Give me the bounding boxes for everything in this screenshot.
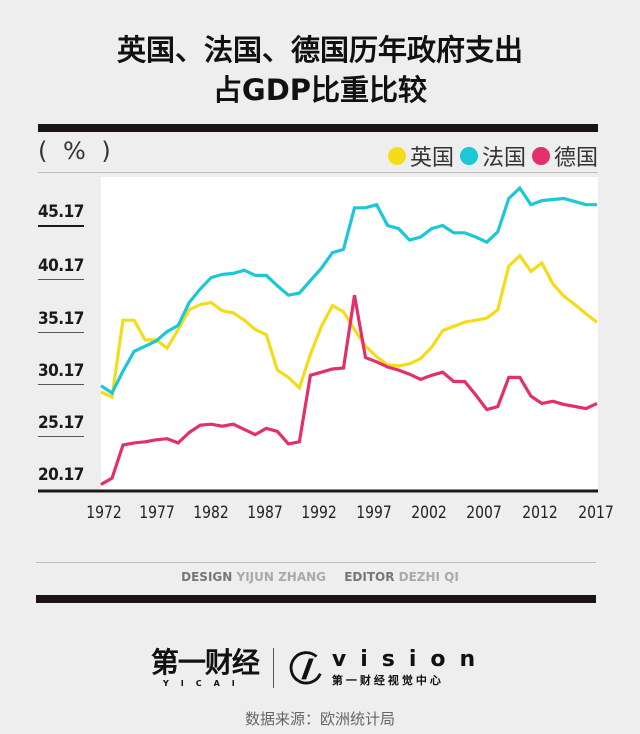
chart-title-line1: 英国、法国、德国历年政府支出 (116, 33, 523, 67)
logo-separator (272, 648, 274, 688)
legend-item-france: 法国 (459, 140, 526, 172)
x-tick-label: 1997 (356, 503, 392, 523)
yicai-logo: 第一财经 YICAI (150, 646, 260, 689)
y-tick-label: 30.17 (38, 361, 84, 385)
yicai-logo-cn: 第一财经 (150, 646, 260, 679)
y-tick-label: 35.17 (38, 309, 84, 333)
top-divider (38, 124, 598, 132)
x-tick-label: 1992 (301, 503, 337, 523)
chart-legend: 英国 法国 德国 (382, 140, 598, 172)
data-source: 数据来源：欧洲统计局 (244, 710, 395, 728)
vision-logo-en: vision (331, 647, 490, 672)
yicai-logo-en: YICAI (162, 679, 247, 688)
legend-dot-icon-france (459, 147, 478, 165)
footer-logos: 第一财经 YICAI vision 第一财经视觉中心 (0, 648, 640, 688)
legend-item-germany: 德国 (531, 140, 598, 172)
x-tick-label: 2012 (522, 503, 558, 523)
legend-label-uk: 英国 (409, 146, 454, 171)
vision-mark-icon (289, 651, 322, 685)
x-tick-label: 2002 (411, 503, 447, 523)
legend-label-germany: 德国 (553, 146, 598, 171)
y-axis-unit-label: ( % ) (38, 137, 115, 165)
x-tick-label: 1977 (139, 503, 175, 523)
legend-dot-icon-germany (531, 147, 550, 165)
credits: DESIGN YIJUN ZHANG EDITOR DEZHI QI (0, 570, 640, 584)
x-tick-label: 1987 (247, 503, 283, 523)
design-value: YIJUN ZHANG (236, 570, 327, 584)
vision-logo-cn: 第一财经视觉中心 (331, 674, 444, 687)
x-tick-label: 1972 (86, 503, 122, 523)
chart-title: 英国、法国、德国历年政府支出 占GDP比重比较 (0, 30, 640, 110)
y-tick-label: 25.17 (38, 413, 84, 437)
x-tick-label: 1982 (193, 503, 229, 523)
y-tick-label: 45.17 (38, 202, 84, 227)
vision-logo: vision 第一财经视觉中心 (288, 648, 489, 688)
legend-divider (38, 172, 598, 173)
legend-dot-icon-uk (387, 147, 406, 165)
y-tick-label: 40.17 (38, 256, 84, 280)
design-key: DESIGN (181, 570, 233, 584)
editor-value: DEZHI QI (398, 570, 459, 584)
series-lines (100, 185, 598, 486)
x-tick-label: 2017 (578, 503, 614, 523)
series-line-france (100, 185, 597, 396)
legend-label-france: 法国 (481, 146, 526, 171)
editor-key: EDITOR (344, 570, 395, 584)
y-tick-label: 20.17 (38, 465, 84, 485)
chart-title-line2: 占GDP比重比较 (212, 73, 428, 107)
credits-divider (36, 562, 596, 563)
legend-item-uk: 英国 (387, 140, 454, 172)
series-line-germany (100, 294, 598, 486)
bottom-divider (36, 595, 596, 603)
x-tick-label: 2007 (466, 503, 502, 523)
series-line-uk (100, 253, 598, 400)
